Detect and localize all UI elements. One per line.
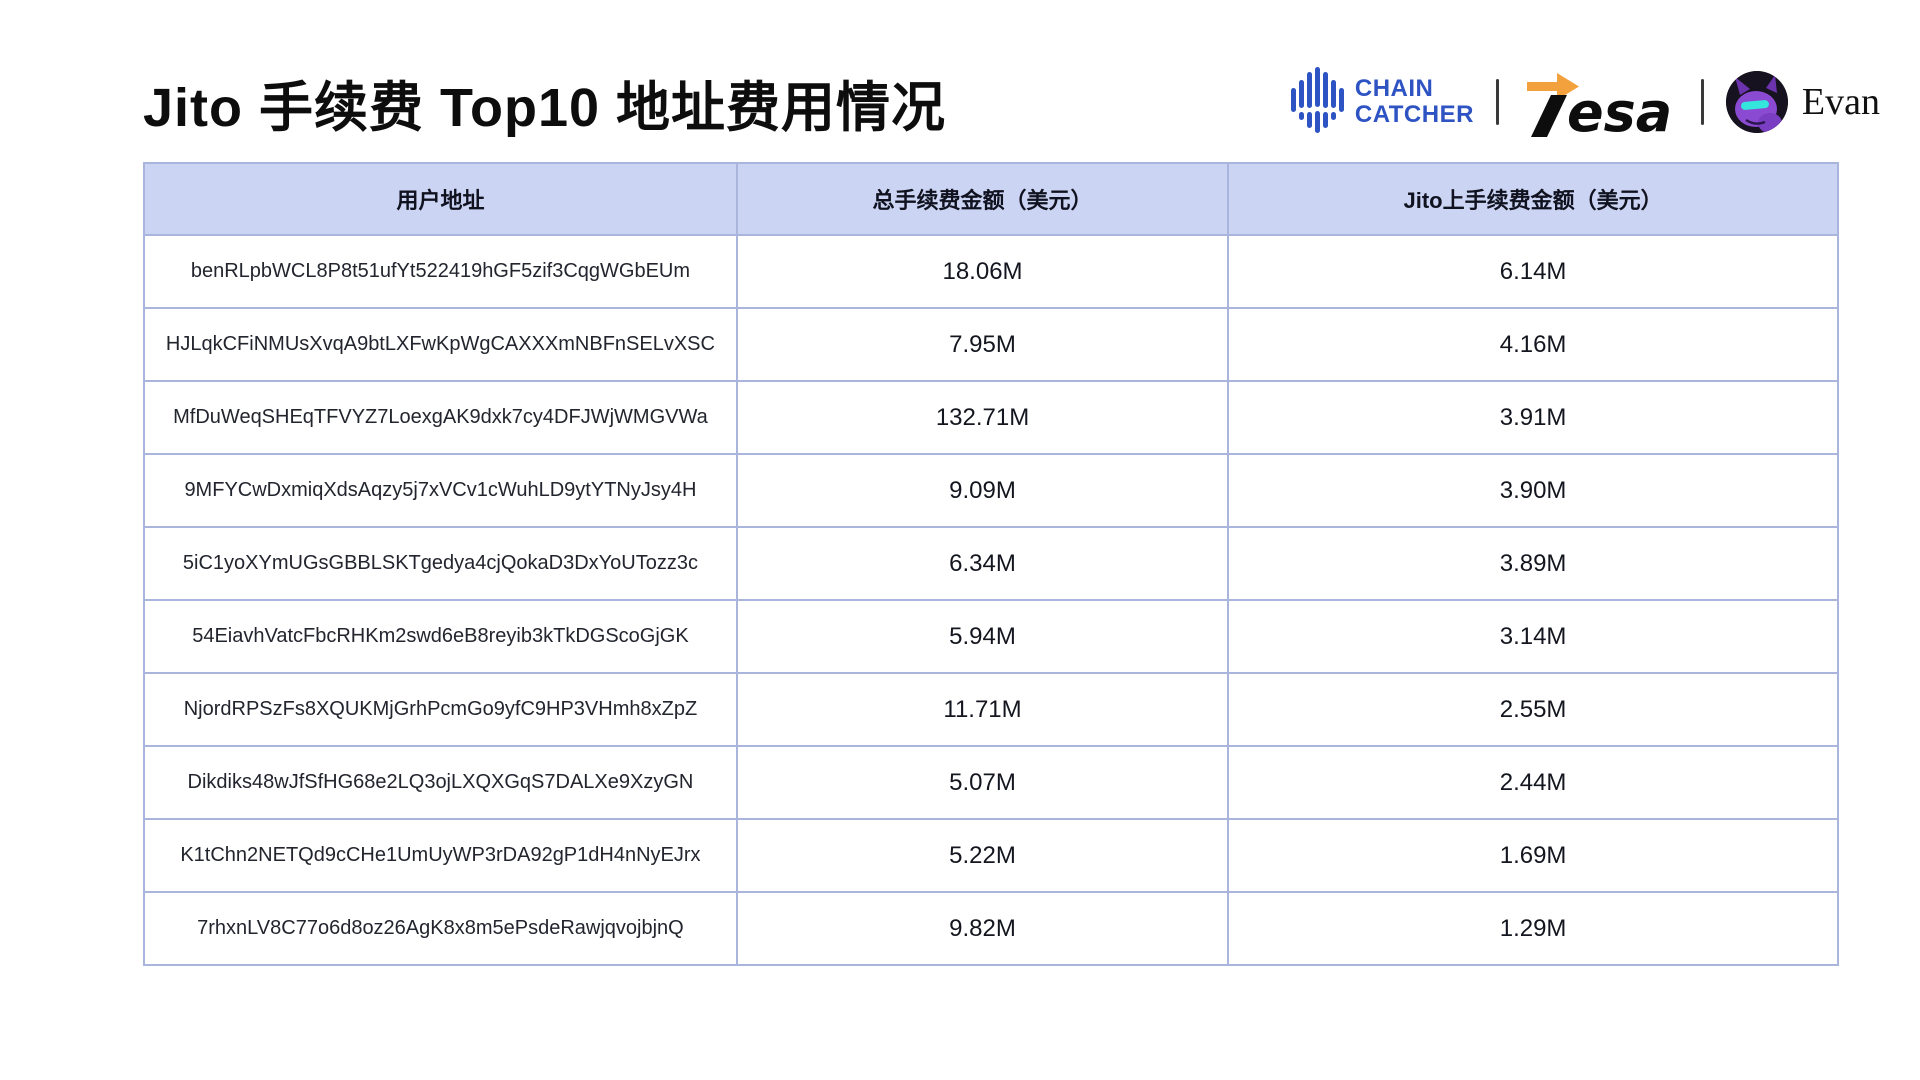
header-bar: Jito 手续费 Top10 地址费用情况 xyxy=(143,52,1880,152)
jito-fee-cell: 2.55M xyxy=(1227,672,1839,747)
table-row: 9MFYCwDxmiqXdsAqzy5j7xVCv1cWuhLD9ytYTNyJ… xyxy=(143,453,1839,528)
total-fee-cell: 6.34M xyxy=(735,526,1230,601)
svg-text:esa: esa xyxy=(1567,81,1672,137)
total-fee-cell: 9.82M xyxy=(735,891,1230,966)
logo-divider xyxy=(1700,79,1704,125)
table-row: NjordRPSzFs8XQUKMjGrhPcmGo9yfC9HP3VHmh8x… xyxy=(143,672,1839,747)
tesa-logo: esa xyxy=(1521,67,1679,137)
total-fee-cell: 9.09M xyxy=(735,453,1230,528)
address-cell: benRLpbWCL8P8t51ufYt522419hGF5zif3CqgWGb… xyxy=(143,234,738,309)
column-header-total-fee: 总手续费金额（美元） xyxy=(735,162,1230,236)
address-cell: 7rhxnLV8C77o6d8oz26AgK8x8m5ePsdeRawjqvoj… xyxy=(143,891,738,966)
jito-fee-cell: 3.90M xyxy=(1227,453,1839,528)
address-cell: NjordRPSzFs8XQUKMjGrhPcmGo9yfC9HP3VHmh8x… xyxy=(143,672,738,747)
address-cell: K1tChn2NETQd9cCHe1UmUyWP3rDA92gP1dH4nNyE… xyxy=(143,818,738,893)
address-cell: 5iC1yoXYmUGsGBBLSKTgedya4cjQokaD3DxYoUTo… xyxy=(143,526,738,601)
column-header-jito-fee: Jito上手续费金额（美元） xyxy=(1227,162,1839,236)
jito-fee-cell: 6.14M xyxy=(1227,234,1839,309)
address-cell: HJLqkCFiNMUsXvqA9btLXFwKpWgCAXXXmNBFnSEL… xyxy=(143,307,738,382)
evan-avatar xyxy=(1725,71,1788,133)
jito-fee-cell: 3.89M xyxy=(1227,526,1839,601)
table-row: benRLpbWCL8P8t51ufYt522419hGF5zif3CqgWGb… xyxy=(143,234,1839,309)
tesa-arrow-icon xyxy=(1526,73,1579,100)
total-fee-cell: 5.94M xyxy=(735,599,1230,674)
table-row: 54EiavhVatcFbcRHKm2swd6eB8reyib3kTkDGSco… xyxy=(143,599,1839,674)
jito-fee-cell: 1.69M xyxy=(1227,818,1839,893)
total-fee-cell: 5.22M xyxy=(735,818,1230,893)
page-content: Jito 手续费 Top10 地址费用情况 xyxy=(143,0,1880,966)
jito-fee-cell: 3.14M xyxy=(1227,599,1839,674)
table-row: MfDuWeqSHEqTFVYZ7LoexgAK9dxk7cy4DFJWjWMG… xyxy=(143,380,1839,455)
evan-label: Evan xyxy=(1801,81,1880,123)
total-fee-cell: 11.71M xyxy=(735,672,1230,747)
jito-fee-cell: 4.16M xyxy=(1227,307,1839,382)
table-row: HJLqkCFiNMUsXvqA9btLXFwKpWgCAXXXmNBFnSEL… xyxy=(143,307,1839,382)
jito-fee-cell: 3.91M xyxy=(1227,380,1839,455)
total-fee-cell: 5.07M xyxy=(735,745,1230,820)
total-fee-cell: 7.95M xyxy=(735,307,1230,382)
jito-fee-cell: 2.44M xyxy=(1227,745,1839,820)
chaincatcher-wordmark: CHAIN CATCHER xyxy=(1354,75,1474,128)
total-fee-cell: 18.06M xyxy=(735,234,1230,309)
column-header-address: 用户地址 xyxy=(143,162,738,236)
table-row: 7rhxnLV8C77o6d8oz26AgK8x8m5ePsdeRawjqvoj… xyxy=(143,891,1839,966)
table-row: Dikdiks48wJfSfHG68e2LQ3ojLXQXGqS7DALXe9X… xyxy=(143,745,1839,820)
address-cell: Dikdiks48wJfSfHG68e2LQ3ojLXQXGqS7DALXe9X… xyxy=(143,745,738,820)
evan-logo: Evan xyxy=(1725,71,1880,133)
address-cell: 9MFYCwDxmiqXdsAqzy5j7xVCv1cWuhLD9ytYTNyJ… xyxy=(143,453,738,528)
table-row: 5iC1yoXYmUGsGBBLSKTgedya4cjQokaD3DxYoUTo… xyxy=(143,526,1839,601)
logo-strip: CHAIN CATCHER esa xyxy=(1290,66,1880,138)
chaincatcher-bars-icon xyxy=(1290,66,1345,138)
fees-table: 用户地址 总手续费金额（美元） Jito上手续费金额（美元） benRLpbWC… xyxy=(143,162,1839,966)
header-row: 用户地址 总手续费金额（美元） Jito上手续费金额（美元） xyxy=(143,162,1839,236)
total-fee-cell: 132.71M xyxy=(735,380,1230,455)
address-cell: 54EiavhVatcFbcRHKm2swd6eB8reyib3kTkDGSco… xyxy=(143,599,738,674)
chaincatcher-logo: CHAIN CATCHER xyxy=(1290,66,1474,138)
logo-divider xyxy=(1495,79,1499,125)
jito-fee-cell: 1.29M xyxy=(1227,891,1839,966)
address-cell: MfDuWeqSHEqTFVYZ7LoexgAK9dxk7cy4DFJWjWMG… xyxy=(143,380,738,455)
table-row: K1tChn2NETQd9cCHe1UmUyWP3rDA92gP1dH4nNyE… xyxy=(143,818,1839,893)
page-title: Jito 手续费 Top10 地址费用情况 xyxy=(143,77,947,138)
